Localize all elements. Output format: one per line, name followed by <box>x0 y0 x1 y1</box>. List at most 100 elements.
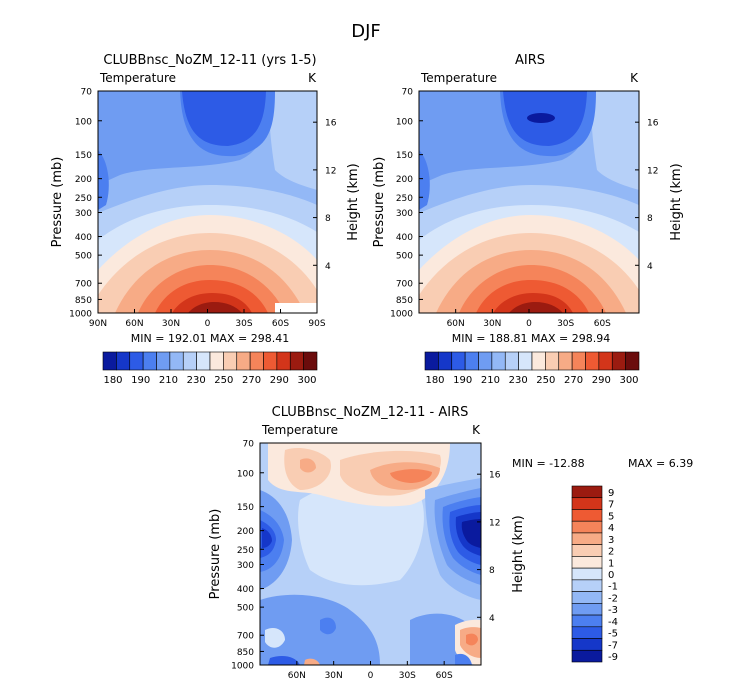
colorbar-label: 230 <box>509 375 528 386</box>
colorbar-swatch <box>263 351 278 371</box>
colorbar-swatch <box>182 351 197 371</box>
colorbar-swatch <box>545 351 560 371</box>
panel-model-ylabel: Pressure (mb) <box>50 157 65 248</box>
xtick-label: 90S <box>308 319 325 329</box>
ytick-label: 150 <box>75 151 92 161</box>
ytick-label: 200 <box>237 527 254 537</box>
xtick-label: 0 <box>368 671 374 681</box>
ytick-label: 500 <box>237 604 254 614</box>
ytick-label: 200 <box>396 175 413 185</box>
colorbar-label: 300 <box>297 375 316 386</box>
colorbar-swatch <box>504 351 519 371</box>
ytick-label: 70 <box>243 440 255 450</box>
ytick-label: 500 <box>75 252 92 262</box>
contour-band <box>269 91 317 190</box>
ytick-label: 1000 <box>390 310 413 320</box>
ytick-label: 300 <box>237 561 254 571</box>
colorbar-swatch <box>558 351 573 371</box>
colorbar-swatch <box>156 351 171 371</box>
contour-band <box>591 91 639 190</box>
panel-diff-title: CLUBBnsc_NoZM_12-11 - AIRS <box>272 405 469 420</box>
contour-band <box>182 91 266 146</box>
ytick-label: 100 <box>75 117 92 127</box>
contour-band <box>268 656 300 665</box>
colorbar-swatch <box>571 591 603 604</box>
panel-obs-stats: MIN = 188.81 MAX = 298.94 <box>452 332 610 345</box>
xtick-label: 0 <box>205 319 211 329</box>
panel-obs-unit-label: K <box>630 71 639 85</box>
contour-band <box>298 484 424 586</box>
ytick-label: 100 <box>396 117 413 127</box>
colorbar-swatch <box>424 351 439 371</box>
colorbar-swatch <box>571 567 603 581</box>
ytick-label: 400 <box>396 233 413 243</box>
colorbar-swatch <box>491 351 506 371</box>
ytick-label: 700 <box>396 280 413 290</box>
panel-model-yticks: 70 100 150 200 250 300 400 500 700 850 1000 <box>69 88 102 320</box>
panel-diff-y2label: Height (km) <box>511 515 526 592</box>
y2tick-label: 16 <box>325 119 337 129</box>
colorbar-label: 270 <box>564 375 583 386</box>
y2tick-label: 12 <box>489 518 500 528</box>
panel-diff-stats-max: MAX = 6.39 <box>628 457 693 470</box>
panel-model-title: CLUBBnsc_NoZM_12-11 (yrs 1-5) <box>103 53 316 68</box>
colorbar-swatch <box>169 351 184 371</box>
colorbar-label: 5 <box>608 511 614 522</box>
panel-obs-y2ticks: 16 12 8 4 <box>635 119 659 272</box>
ytick-label: 850 <box>237 648 254 658</box>
colorbar-swatch <box>196 351 211 371</box>
ytick-label: 1000 <box>69 310 92 320</box>
panel-diff-variable-label: Temperature <box>261 423 338 437</box>
y2tick-label: 16 <box>647 119 659 129</box>
ytick-label: 400 <box>237 585 254 595</box>
colorbar-label: 190 <box>453 375 472 386</box>
xtick-label: 60S <box>272 319 289 329</box>
ytick-label: 850 <box>396 296 413 306</box>
panel-model-colorbar: 180 190 210 230 250 270 290 300 <box>102 351 318 386</box>
colorbar-swatch <box>303 351 318 371</box>
ytick-label: 70 <box>402 88 414 98</box>
colorbar-swatch <box>571 509 603 522</box>
panel-diff-yticks: 70 100 150 200 250 300 400 500 700 850 1000 <box>231 440 264 672</box>
y2tick-label: 4 <box>647 262 653 272</box>
colorbar-label: -3 <box>608 605 618 616</box>
xtick-label: 30N <box>162 319 180 329</box>
colorbar-swatch <box>236 351 251 371</box>
ytick-label: 250 <box>396 194 413 204</box>
colorbar-swatch <box>531 351 546 371</box>
panel-diff-contour-field <box>260 443 481 665</box>
colorbar-label: 190 <box>131 375 150 386</box>
colorbar-swatch <box>478 351 493 371</box>
xtick-label: 30N <box>325 671 343 681</box>
colorbar-swatch <box>438 351 453 371</box>
colorbar-swatch <box>571 603 603 616</box>
colorbar-swatch <box>209 351 224 371</box>
colorbar-swatch <box>598 351 613 371</box>
xtick-label: 60N <box>288 671 306 681</box>
panel-diff-y2ticks: 16 12 8 4 <box>477 471 501 624</box>
ytick-label: 150 <box>237 503 254 513</box>
xtick-label: 30S <box>235 319 252 329</box>
colorbar-label: 2 <box>608 547 614 558</box>
colorbar-swatch <box>289 351 304 371</box>
panel-model-variable-label: Temperature <box>99 71 176 85</box>
contour-band <box>455 653 472 665</box>
xtick-label: 60N <box>447 319 465 329</box>
xtick-label: 0 <box>526 319 532 329</box>
colorbar-label: -5 <box>608 629 618 640</box>
colorbar-swatch <box>571 638 603 651</box>
contour-band <box>188 302 242 313</box>
contour-band <box>466 633 478 646</box>
colorbar-label: 180 <box>425 375 444 386</box>
panel-diff-stats-min: MIN = -12.88 <box>512 457 585 470</box>
panel-diff-xticks: 60N 30N 0 30S 60S <box>288 661 453 681</box>
colorbar-label: -4 <box>608 617 618 628</box>
panel-model-xticks: 90N 60N 30N 0 30S 60S 90S <box>89 309 326 329</box>
colorbar-label: -2 <box>608 593 618 604</box>
panel-model-y2label: Height (km) <box>346 163 361 240</box>
colorbar-swatch <box>142 351 157 371</box>
panel-obs: AIRS Temperature K 70 100 150 200 250 300 400 5… <box>372 53 684 386</box>
xtick-label: 30S <box>399 671 416 681</box>
panel-model-stats: MIN = 192.01 MAX = 298.41 <box>131 332 289 345</box>
colorbar-label: 300 <box>619 375 638 386</box>
